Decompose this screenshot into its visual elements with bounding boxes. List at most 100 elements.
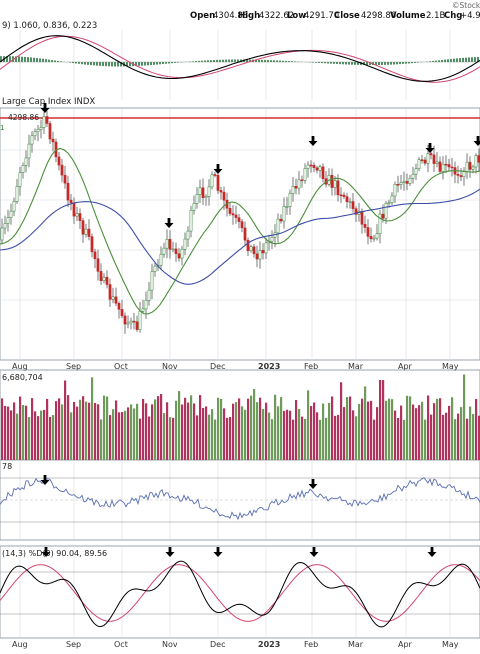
volume-bar (61, 404, 63, 460)
macd-histogram-bar (381, 62, 383, 65)
candle-body (376, 234, 378, 238)
volume-bar (136, 404, 138, 460)
volume-bar (331, 396, 333, 460)
volume-bar (370, 401, 372, 460)
candle-body (247, 240, 249, 250)
candle-body (217, 175, 219, 190)
volume-bar (433, 403, 435, 460)
volume-bar (415, 408, 417, 460)
candle-body (250, 247, 252, 251)
volume-bar (130, 404, 132, 460)
macd-histogram-bar (408, 62, 410, 63)
macd-histogram-bar (261, 60, 263, 62)
volume-bar (358, 404, 360, 460)
volume-bar (397, 418, 399, 460)
volume-bar (376, 407, 378, 460)
volume-bar (277, 406, 279, 460)
volume-bar (454, 419, 456, 460)
month-label: Sep (66, 362, 81, 371)
volume-bar (334, 416, 336, 460)
volume-bar (121, 412, 123, 460)
candle-body (421, 160, 423, 161)
macd-histogram-bar (111, 62, 113, 66)
candle-body (295, 186, 297, 188)
arrow-stem (313, 547, 316, 552)
volume-bar (91, 377, 93, 460)
candle-body (304, 168, 306, 180)
volume-bar (205, 406, 207, 460)
panel-frames (0, 0, 480, 638)
macd-histogram-bar (438, 60, 440, 62)
volume-bar (427, 395, 429, 460)
volume-bar (412, 405, 414, 460)
price-level-label: 4298.86 (8, 113, 39, 122)
candle-body (40, 127, 42, 129)
volume-bar (304, 419, 306, 460)
macd-histogram-bar (276, 60, 278, 62)
volume-bar (268, 413, 270, 460)
macd-histogram-bar (96, 62, 98, 66)
candle-body (214, 175, 216, 176)
candle-body (136, 322, 138, 330)
volume-bar (115, 400, 117, 460)
volume-bar (34, 411, 36, 460)
candle-body (10, 211, 12, 218)
candle-body (385, 203, 387, 218)
candle-body (172, 249, 174, 250)
macd-histogram-bar (204, 61, 206, 62)
candle-body (271, 237, 273, 241)
volume-bar (211, 409, 213, 460)
volume-bar (289, 411, 291, 460)
volume-bar (46, 399, 48, 460)
month-label: Aug (12, 640, 28, 649)
candle-body (73, 203, 75, 216)
candle-body (292, 186, 294, 193)
month-label: Sep (66, 640, 81, 649)
macd-histogram-bar (228, 60, 230, 62)
candle-body (331, 175, 333, 187)
candle-body (433, 155, 435, 164)
macd-histogram-bar (192, 61, 194, 62)
candle-body (232, 214, 234, 215)
volume-bar (229, 417, 231, 460)
candle-body (31, 136, 33, 144)
volume-bar (166, 402, 168, 460)
volume-bar (127, 407, 129, 460)
volume-bar (265, 403, 267, 460)
candle-body (193, 203, 195, 210)
macd-histogram-bar (138, 62, 140, 66)
month-label: May (442, 640, 459, 649)
macd-histogram-bar (282, 61, 284, 62)
candle-body (208, 187, 210, 197)
volume-bar (403, 420, 405, 460)
candle-body (196, 194, 198, 203)
volume-bar (142, 399, 144, 460)
volume-bar (223, 408, 225, 460)
volume-bar (154, 399, 156, 460)
candle-body (397, 184, 399, 185)
rsi-label: 78 (2, 462, 12, 471)
month-label: Apr (398, 362, 413, 371)
candle-body (382, 214, 384, 218)
macd-histogram-bar (432, 61, 434, 62)
volume-bar (67, 395, 69, 460)
candle-body (430, 154, 432, 155)
volume-bar (43, 410, 45, 460)
month-label: 2023 (258, 362, 280, 371)
macd-histogram-bar (441, 60, 443, 62)
macd-histogram-bar (264, 60, 266, 62)
volume-bar (202, 408, 204, 460)
volume-bar (391, 399, 393, 460)
arrow-stem (431, 547, 434, 552)
arrow-stem (312, 136, 315, 141)
macd-histogram-bar (141, 62, 143, 66)
volume-bar (379, 380, 381, 460)
volume-bar (400, 406, 402, 460)
macd-histogram-bar (105, 62, 107, 66)
candle-body (352, 202, 354, 209)
volume-bar (460, 407, 462, 460)
macd-histogram-bar (234, 59, 236, 62)
volume-bar (349, 397, 351, 460)
